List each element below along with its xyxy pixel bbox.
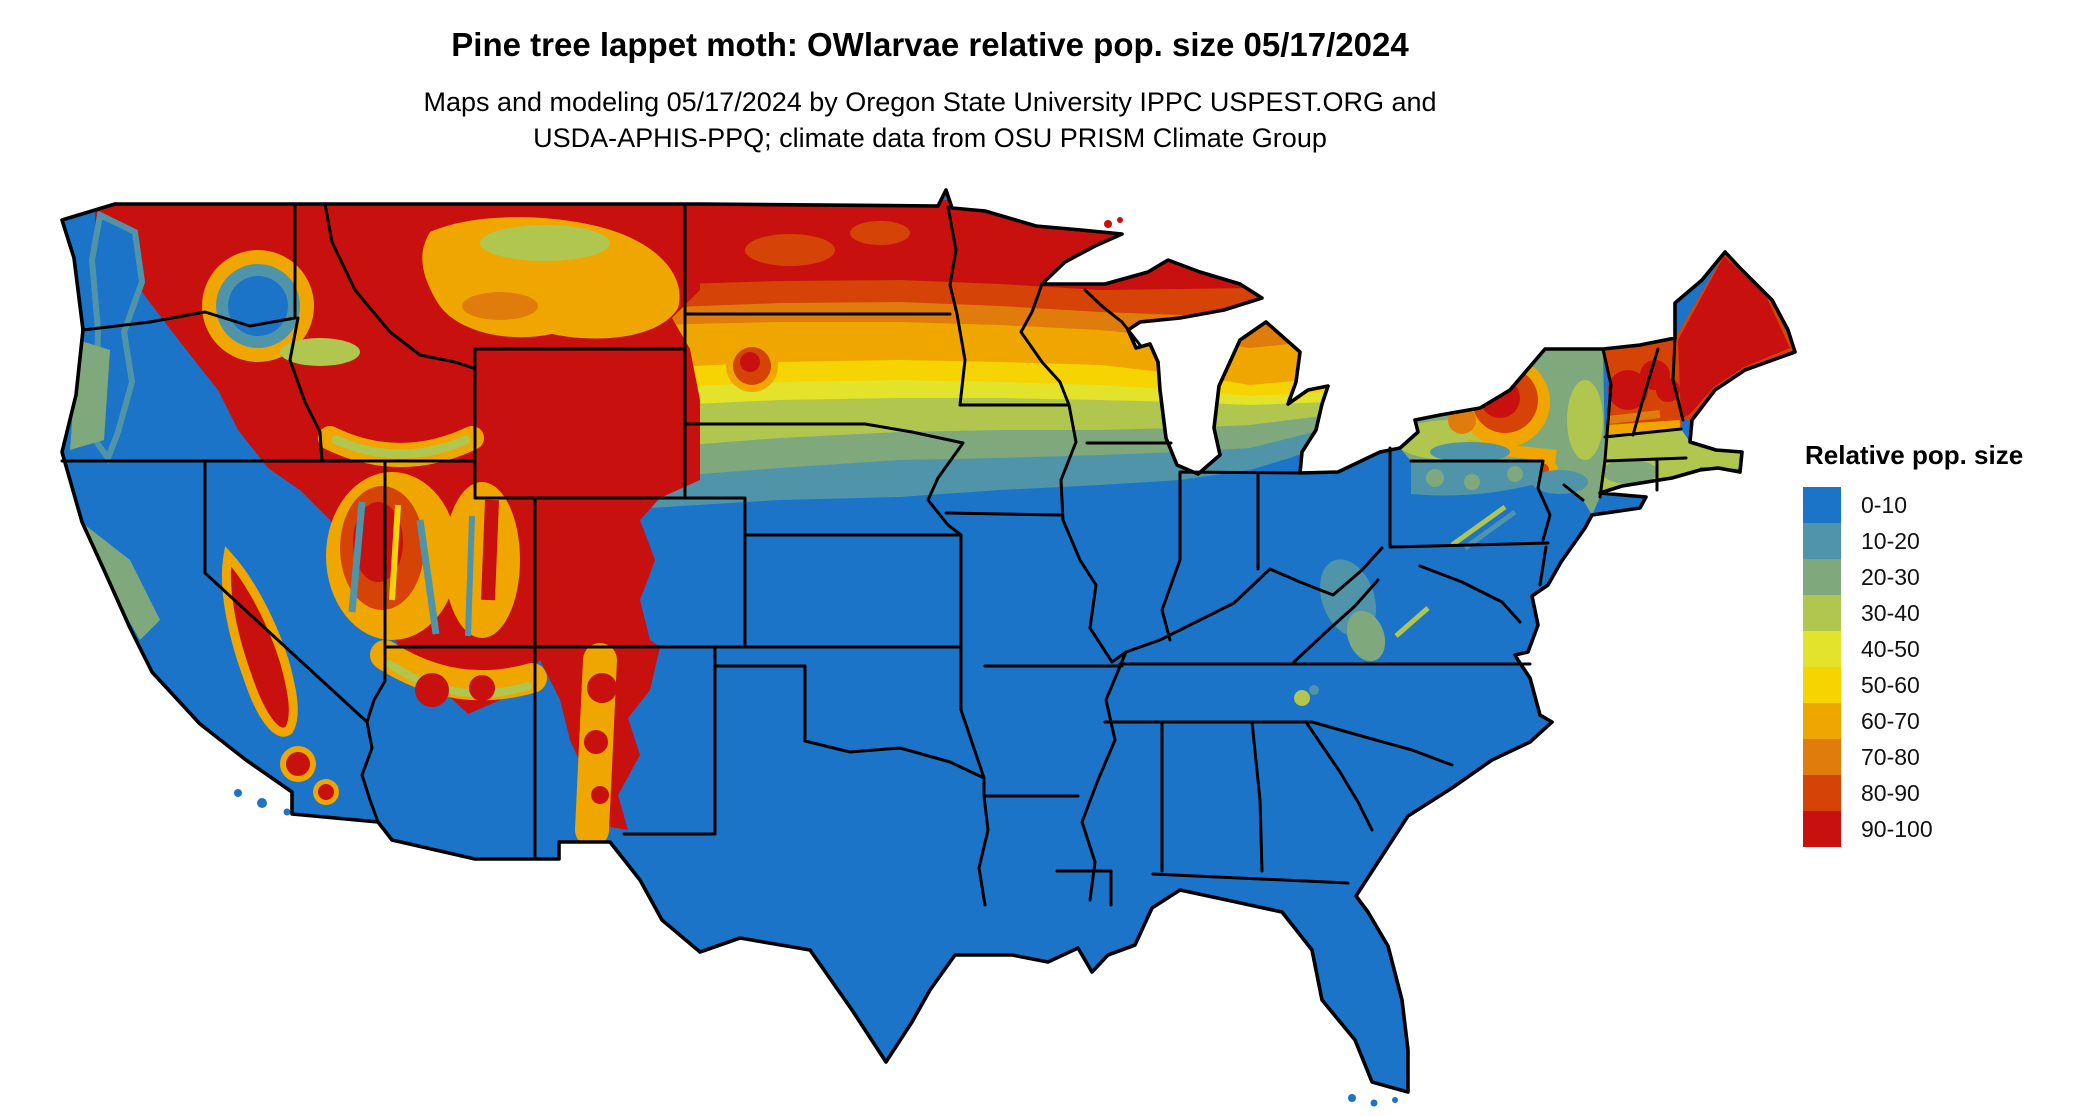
legend-swatch xyxy=(1803,559,1841,595)
us-choropleth-map xyxy=(60,188,1797,1107)
mogollon-rim xyxy=(370,640,547,701)
legend-entries: 0-10 10-20 20-30 30-40 40-50 50-60 60-70 xyxy=(1803,487,2093,847)
legend-swatch xyxy=(1803,775,1841,811)
nevada-valley-2 xyxy=(416,519,440,635)
legend-label: 90-100 xyxy=(1861,815,1933,842)
virginia-ridge xyxy=(1394,606,1430,638)
wasatch-range xyxy=(481,499,499,601)
norcal-coast-strip xyxy=(85,525,160,640)
west-overlay xyxy=(70,204,778,847)
pa-green-2 xyxy=(1464,474,1480,490)
isle-royale-2 xyxy=(1117,217,1123,223)
legend-label: 80-90 xyxy=(1861,779,1920,806)
islands xyxy=(234,217,1398,1107)
legend-label: 50-60 xyxy=(1861,671,1920,698)
legend: Relative pop. size 0-10 10-20 20-30 30-4… xyxy=(1803,440,2093,847)
legend-swatch xyxy=(1803,595,1841,631)
nm-range-3 xyxy=(591,786,609,804)
champlain-valley xyxy=(1567,380,1603,460)
new-england-orange-fringe xyxy=(1607,410,1661,424)
legend-swatch xyxy=(1803,703,1841,739)
columbia-basin-core xyxy=(228,276,288,336)
legend-row: 20-30 xyxy=(1803,559,2093,595)
state-borders xyxy=(60,202,1688,907)
legend-label: 10-20 xyxy=(1861,527,1920,554)
legend-row: 80-90 xyxy=(1803,775,2093,811)
legend-label: 0-10 xyxy=(1861,491,1908,518)
legend-swatch xyxy=(1803,667,1841,703)
florida-key-3 xyxy=(1392,1097,1398,1103)
legend-row: 50-60 xyxy=(1803,667,2093,703)
page-title: Pine tree lappet moth: OWlarvae relative… xyxy=(451,26,1409,63)
nm-range-2 xyxy=(584,730,608,754)
arizona-peak-2 xyxy=(469,675,495,701)
montana-green-patch xyxy=(480,225,610,261)
legend-row: 70-80 xyxy=(1803,739,2093,775)
legend-row: 60-70 xyxy=(1803,703,2093,739)
map-fill-layers xyxy=(62,190,1795,1092)
legend-label: 70-80 xyxy=(1861,743,1920,770)
pa-ridge-2 xyxy=(1463,509,1517,551)
maine-core xyxy=(1678,256,1790,419)
utah-west-desert xyxy=(444,482,520,638)
subtitle-line-2: USDA-APHIS-PPQ; climate data from OSU PR… xyxy=(533,123,1327,153)
north-dakota-mottle xyxy=(745,234,835,266)
connecticut-valley xyxy=(1602,460,1658,484)
allegheny-green xyxy=(1346,610,1386,662)
mogollon-rim-green xyxy=(386,660,532,698)
florida-key-1 xyxy=(1348,1094,1356,1102)
nevada-valley-3 xyxy=(389,504,401,601)
nevada-ranges-core xyxy=(353,502,403,582)
channel-island-1 xyxy=(234,789,242,797)
legend-swatch xyxy=(1803,631,1841,667)
sangre-de-cristo xyxy=(587,673,617,703)
subtitle-line-1: Maps and modeling 05/17/2024 by Oregon S… xyxy=(423,87,1437,117)
black-hills-core xyxy=(740,352,760,372)
hudson-teal xyxy=(1532,470,1588,494)
utah-valley xyxy=(465,515,475,637)
legend-label: 40-50 xyxy=(1861,635,1920,662)
southern-tier-teal xyxy=(1430,442,1510,462)
channel-island-3 xyxy=(283,808,291,816)
legend-row: 40-50 xyxy=(1803,631,2093,667)
legend-row: 10-20 xyxy=(1803,523,2093,559)
sierra-nevada xyxy=(221,546,298,737)
smokies-patch-2 xyxy=(1309,685,1319,695)
green-mountains xyxy=(1608,370,1648,410)
channel-island-2 xyxy=(257,798,267,808)
legend-label: 20-30 xyxy=(1861,563,1920,590)
legend-row: 90-100 xyxy=(1803,811,2093,847)
legend-swatch xyxy=(1803,739,1841,775)
legend-label: 60-70 xyxy=(1861,707,1920,734)
legend-row: 30-40 xyxy=(1803,595,2093,631)
socal-mtn-2 xyxy=(318,784,334,800)
north-dakota-mottle-2 xyxy=(850,221,910,245)
legend-title: Relative pop. size xyxy=(1805,440,2024,470)
isle-royale-1 xyxy=(1104,220,1112,228)
legend-swatch xyxy=(1803,811,1841,847)
socal-mtn-1 xyxy=(286,752,310,776)
pa-green-3 xyxy=(1507,466,1523,482)
header: Pine tree lappet moth: OWlarvae relative… xyxy=(0,26,1860,156)
new-england-amber-fringe xyxy=(1606,420,1681,435)
northeast-overlay xyxy=(1294,252,1795,706)
arizona-peak-1 xyxy=(415,673,449,707)
palouse-patch xyxy=(280,338,360,366)
central-valley xyxy=(143,557,254,747)
nevada-valley-1 xyxy=(348,501,366,613)
montana-orange-patch xyxy=(462,292,538,320)
legend-row: 0-10 xyxy=(1803,487,2093,523)
legend-label: 30-40 xyxy=(1861,599,1920,626)
legend-swatch xyxy=(1803,523,1841,559)
pa-green-1 xyxy=(1426,469,1444,487)
legend-swatch xyxy=(1803,487,1841,523)
snake-river-plain-inner xyxy=(331,435,471,459)
us-outline xyxy=(60,188,1797,1094)
smokies-patch xyxy=(1294,690,1310,706)
florida-key-2 xyxy=(1370,1099,1378,1107)
pa-ridge-1 xyxy=(1450,504,1507,548)
